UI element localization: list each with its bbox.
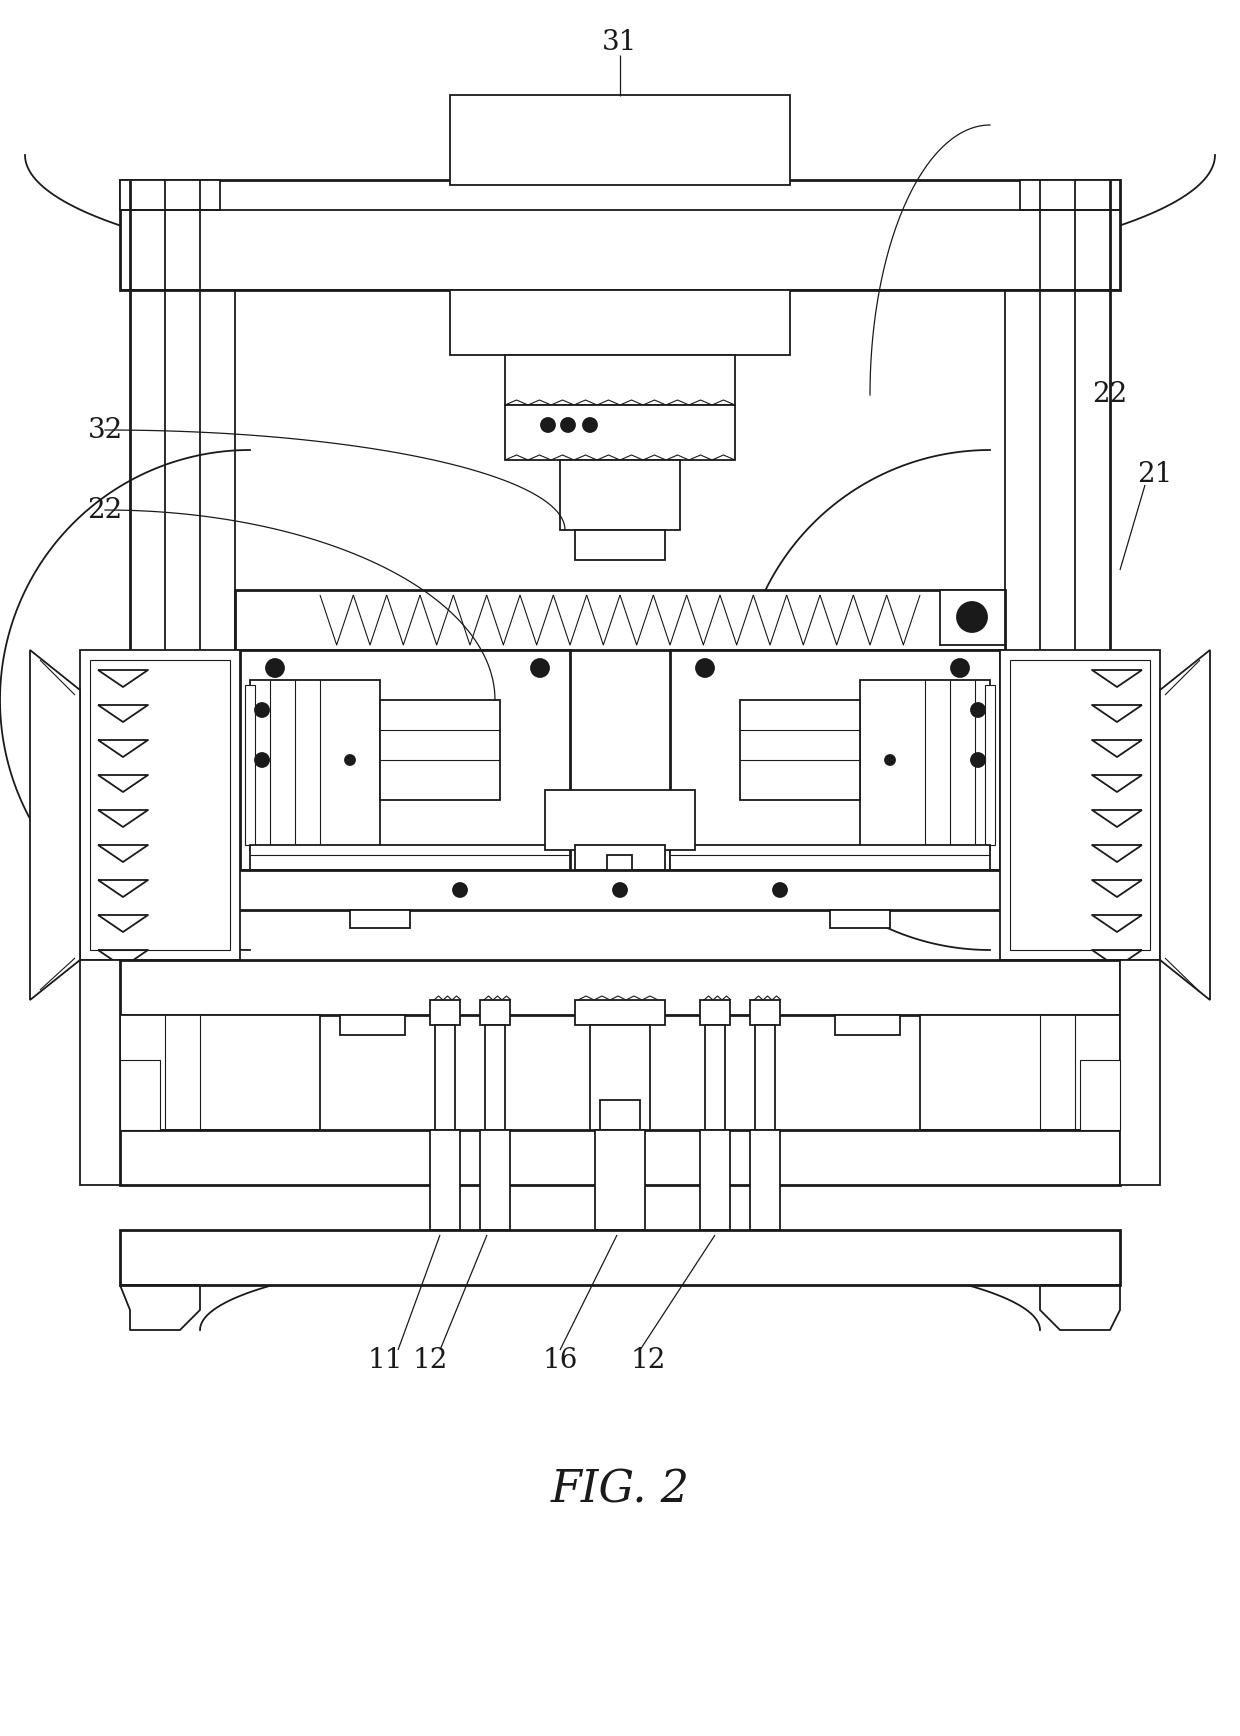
- Circle shape: [885, 755, 895, 766]
- Text: FIG. 2: FIG. 2: [551, 1469, 689, 1512]
- Circle shape: [696, 660, 714, 677]
- Bar: [379, 700, 500, 800]
- Bar: [575, 1000, 665, 1024]
- Bar: [120, 181, 1120, 290]
- Bar: [985, 686, 994, 845]
- Bar: [236, 590, 1004, 649]
- Text: 22: 22: [1092, 382, 1127, 408]
- Bar: [120, 181, 219, 210]
- Bar: [505, 404, 735, 460]
- Circle shape: [951, 660, 968, 677]
- Bar: [835, 1016, 900, 1035]
- Text: 22: 22: [87, 496, 123, 524]
- Bar: [740, 700, 861, 800]
- Bar: [701, 1000, 730, 1024]
- Circle shape: [531, 660, 549, 677]
- Text: 21: 21: [1137, 462, 1173, 488]
- Circle shape: [957, 602, 987, 632]
- Polygon shape: [1159, 649, 1210, 1000]
- Bar: [920, 1016, 1120, 1130]
- Bar: [575, 529, 665, 561]
- Bar: [830, 910, 890, 929]
- Bar: [120, 1016, 320, 1130]
- Bar: [595, 1130, 645, 1231]
- Circle shape: [267, 660, 284, 677]
- Bar: [450, 290, 790, 354]
- Bar: [505, 354, 735, 404]
- Bar: [81, 960, 120, 1186]
- Circle shape: [560, 418, 575, 432]
- Bar: [560, 460, 680, 529]
- Bar: [120, 1061, 160, 1130]
- Bar: [450, 95, 790, 186]
- Polygon shape: [30, 649, 81, 1000]
- Bar: [241, 649, 570, 870]
- Circle shape: [541, 418, 556, 432]
- Bar: [485, 1024, 505, 1130]
- Circle shape: [345, 755, 355, 766]
- Bar: [250, 681, 379, 851]
- Bar: [575, 845, 665, 870]
- Bar: [340, 1016, 405, 1035]
- Bar: [480, 1000, 510, 1024]
- Text: 32: 32: [87, 417, 123, 443]
- Bar: [246, 686, 255, 845]
- Bar: [600, 1101, 640, 1130]
- Bar: [435, 1024, 455, 1130]
- Bar: [546, 790, 694, 851]
- Bar: [608, 856, 632, 880]
- Bar: [120, 960, 1120, 1016]
- Circle shape: [453, 884, 467, 898]
- Bar: [1080, 1061, 1120, 1130]
- Bar: [120, 1231, 1120, 1285]
- Circle shape: [971, 703, 985, 717]
- Bar: [480, 1130, 510, 1231]
- Text: 12: 12: [413, 1347, 448, 1373]
- Bar: [81, 649, 241, 960]
- Bar: [430, 1130, 460, 1231]
- Circle shape: [583, 418, 596, 432]
- Bar: [91, 660, 229, 950]
- Circle shape: [971, 753, 985, 767]
- Bar: [1021, 181, 1120, 210]
- Text: 11: 11: [367, 1347, 403, 1373]
- Bar: [250, 845, 570, 870]
- Circle shape: [255, 753, 269, 767]
- Text: 16: 16: [542, 1347, 578, 1373]
- Circle shape: [613, 884, 627, 898]
- Circle shape: [255, 703, 269, 717]
- Bar: [861, 681, 990, 851]
- Bar: [701, 1130, 730, 1231]
- Bar: [706, 1024, 725, 1130]
- Bar: [350, 910, 410, 929]
- Bar: [755, 1024, 775, 1130]
- Circle shape: [773, 884, 787, 898]
- Bar: [430, 1000, 460, 1024]
- Bar: [940, 590, 1004, 646]
- Text: 12: 12: [630, 1347, 666, 1373]
- Bar: [590, 1024, 650, 1130]
- Bar: [670, 845, 990, 870]
- Bar: [670, 649, 999, 870]
- Bar: [120, 1130, 1120, 1186]
- Bar: [1120, 960, 1159, 1186]
- Bar: [750, 1130, 780, 1231]
- Text: 31: 31: [603, 28, 637, 56]
- Bar: [1011, 660, 1149, 950]
- Bar: [750, 1000, 780, 1024]
- Bar: [999, 649, 1159, 960]
- Bar: [236, 870, 1004, 910]
